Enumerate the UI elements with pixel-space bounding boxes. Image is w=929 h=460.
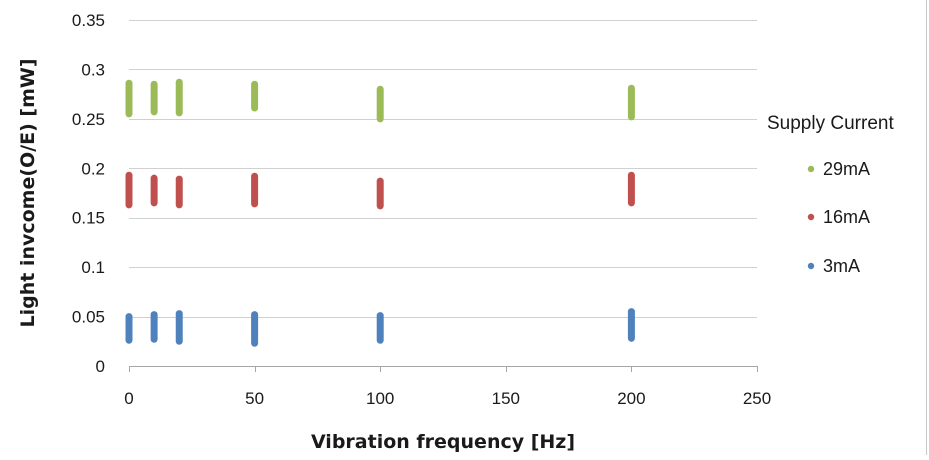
legend-marker — [807, 165, 815, 173]
y-tick-label: 0 — [96, 357, 105, 376]
x-tick-label: 200 — [617, 389, 645, 408]
legend-marker — [807, 262, 815, 270]
legend-items: 29mA 16mA 3mA — [807, 159, 870, 276]
series-16mA — [125, 171, 635, 210]
legend-label: 16mA — [823, 207, 870, 227]
y-tick-label: 0.25 — [72, 110, 105, 129]
legend-item: 16mA — [807, 207, 870, 227]
right-divider — [926, 0, 927, 455]
y-tick-label: 0.3 — [81, 60, 105, 79]
grid-layer — [129, 20, 757, 318]
x-tick-label: 0 — [124, 389, 133, 408]
y-tick-label: 0.15 — [72, 209, 105, 228]
legend-title: Supply Current — [767, 113, 894, 134]
legend-label: 29mA — [823, 159, 870, 179]
x-tick-labels: 0 50 100 150 200 250 — [124, 389, 771, 408]
x-tick-label: 250 — [743, 389, 771, 408]
legend-item: 29mA — [807, 159, 870, 179]
y-tick-label: 0.1 — [81, 258, 105, 277]
y-tick-labels: 0 0.05 0.1 0.15 0.2 0.25 0.3 0.35 — [72, 11, 105, 376]
y-axis-title: Light invcome(O/E) [mW] — [17, 58, 39, 327]
y-tick-label: 0.05 — [72, 308, 105, 327]
axis-layer — [129, 366, 758, 372]
x-tick-label: 50 — [245, 389, 264, 408]
x-axis-title: Vibration frequency [Hz] — [311, 431, 575, 453]
legend: Supply Current 29mA 16mA 3mA — [767, 113, 894, 276]
series-layer — [125, 78, 635, 347]
series-29mA — [125, 78, 635, 123]
y-tick-label: 0.2 — [81, 159, 105, 178]
x-tick-label: 100 — [366, 389, 394, 408]
y-tick-label: 0.35 — [72, 11, 105, 30]
legend-label: 3mA — [823, 256, 860, 276]
x-tick-label: 150 — [492, 389, 520, 408]
legend-item: 3mA — [807, 256, 860, 276]
series-3mA — [125, 308, 635, 347]
legend-marker — [807, 213, 815, 221]
